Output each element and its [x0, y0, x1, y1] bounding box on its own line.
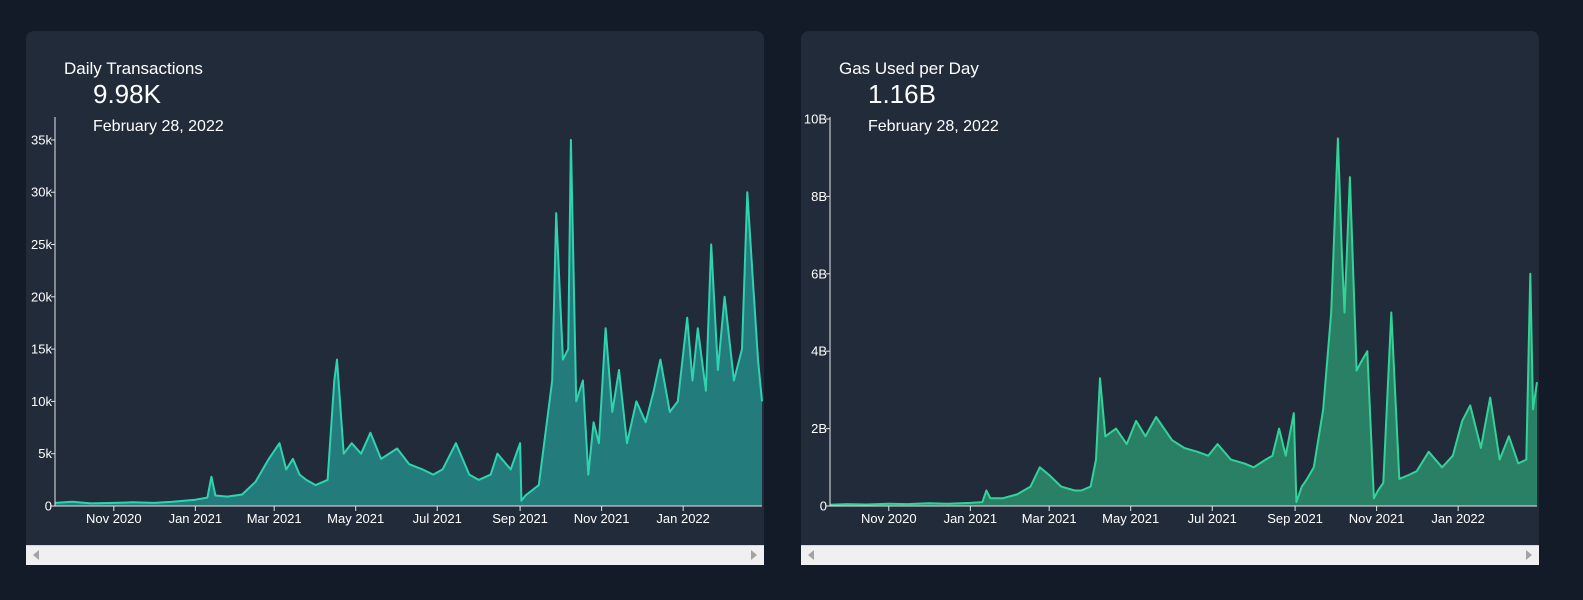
- y-tick-label: 10B: [804, 112, 827, 127]
- y-tick-label: 15k: [31, 342, 52, 357]
- y-tick-label: 10k: [31, 394, 52, 409]
- series-line: [54, 138, 763, 505]
- x-tick-label: Nov 2021: [1349, 511, 1405, 526]
- y-tick-label: 5k: [38, 446, 52, 461]
- scroll-right-arrow-icon[interactable]: [751, 550, 757, 560]
- chart-date: February 28, 2022: [93, 118, 224, 135]
- x-tick-label: Sep 2021: [1267, 511, 1323, 526]
- scroll-left-arrow-icon[interactable]: [808, 550, 814, 560]
- y-tick-label: 8B: [811, 189, 827, 204]
- chart-title: Daily Transactions: [64, 59, 203, 78]
- series-area: [55, 139, 762, 506]
- y-tick-label: 25k: [31, 237, 52, 252]
- y-tick-label: 30k: [31, 185, 52, 200]
- x-tick-label: Sep 2021: [492, 511, 548, 526]
- y-tick-label: 0: [820, 499, 827, 514]
- y-tick-label: 4B: [811, 344, 827, 359]
- x-tick-label: Nov 2020: [861, 511, 917, 526]
- y-tick-label: 0: [45, 499, 52, 514]
- gas-used-panel: 0 2B 4B 6B 8B 10B Nov 2020 Jan 2021 Mar 2021 May …: [801, 31, 1539, 565]
- x-tick-label: May 2021: [327, 511, 384, 526]
- x-tick-label: Jan 2021: [169, 511, 223, 526]
- chart-value: 9.98K: [93, 79, 161, 109]
- x-tick-label: Mar 2021: [247, 511, 302, 526]
- x-tick-label: Jul 2021: [1188, 511, 1237, 526]
- y-tick-label: 6B: [811, 266, 827, 281]
- x-tick-label: Jan 2021: [944, 511, 998, 526]
- chart-date: February 28, 2022: [868, 118, 999, 135]
- horizontal-scrollbar[interactable]: [26, 545, 764, 565]
- chart-title: Gas Used per Day: [839, 59, 979, 78]
- gas-used-chart: 0 2B 4B 6B 8B 10B Nov 2020 Jan 2021 Mar 2021 May …: [804, 112, 1538, 526]
- series-line: [829, 137, 1538, 506]
- x-tick-label: Nov 2021: [574, 511, 630, 526]
- x-tick-label: Jan 2022: [656, 511, 710, 526]
- x-tick-label: Mar 2021: [1022, 511, 1077, 526]
- x-tick-label: Jan 2022: [1431, 511, 1485, 526]
- y-tick-label: 20k: [31, 289, 52, 304]
- y-tick-label: 2B: [811, 421, 827, 436]
- x-tick-label: Jul 2021: [413, 511, 462, 526]
- x-tick-label: May 2021: [1102, 511, 1159, 526]
- scroll-left-arrow-icon[interactable]: [33, 550, 39, 560]
- horizontal-scrollbar[interactable]: [801, 545, 1539, 565]
- daily-transactions-chart: 0 5k 10k 15k 20k 25k 30k 35k Nov 2020 Jan 2021 Mar…: [31, 117, 763, 526]
- series-area: [830, 138, 1537, 506]
- scroll-right-arrow-icon[interactable]: [1526, 550, 1532, 560]
- x-tick-label: Nov 2020: [86, 511, 142, 526]
- daily-transactions-panel: 0 5k 10k 15k 20k 25k 30k 35k Nov 2020 Jan 2021 Mar…: [26, 31, 764, 565]
- y-tick-label: 35k: [31, 132, 52, 147]
- chart-value: 1.16B: [868, 79, 936, 109]
